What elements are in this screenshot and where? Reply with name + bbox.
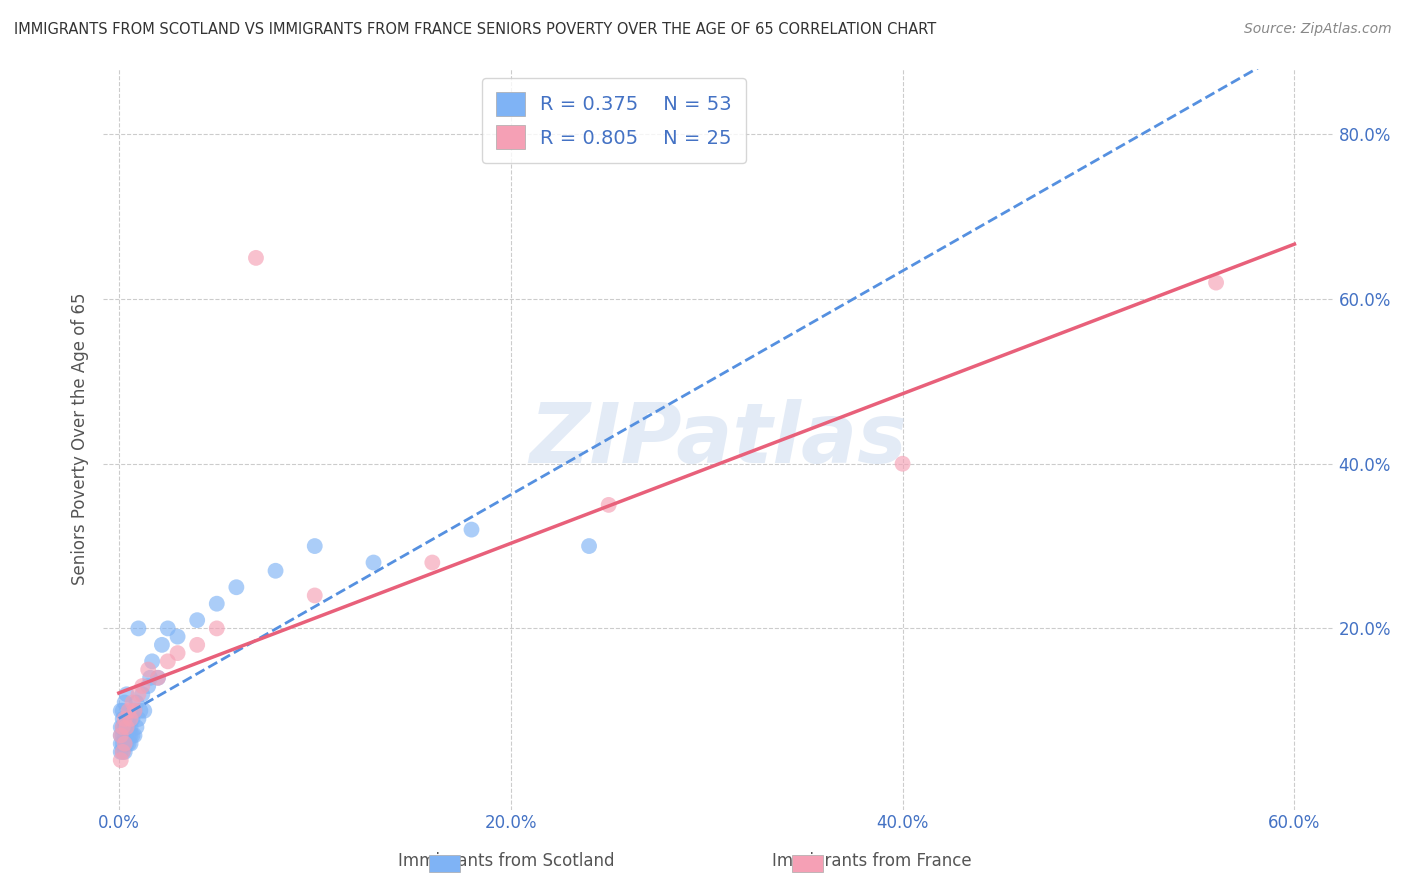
Point bbox=[146, 671, 169, 685]
Point bbox=[131, 679, 153, 693]
Point bbox=[124, 704, 146, 718]
Point bbox=[141, 654, 163, 668]
Point bbox=[117, 737, 139, 751]
Point bbox=[891, 457, 914, 471]
Point bbox=[114, 720, 136, 734]
Point bbox=[111, 712, 134, 726]
Point bbox=[114, 728, 136, 742]
Point bbox=[129, 704, 152, 718]
Point bbox=[111, 737, 134, 751]
Point bbox=[304, 589, 326, 603]
Point bbox=[115, 737, 138, 751]
Point bbox=[120, 737, 142, 751]
Point bbox=[117, 720, 139, 734]
Point bbox=[136, 679, 159, 693]
Point bbox=[139, 671, 162, 685]
Point bbox=[115, 720, 138, 734]
Point bbox=[245, 251, 267, 265]
Point bbox=[114, 737, 136, 751]
Point bbox=[121, 696, 143, 710]
Point bbox=[264, 564, 287, 578]
Point bbox=[125, 720, 148, 734]
Point bbox=[111, 728, 134, 742]
Point bbox=[131, 687, 153, 701]
Text: Source: ZipAtlas.com: Source: ZipAtlas.com bbox=[1244, 22, 1392, 37]
Point bbox=[110, 704, 132, 718]
Point bbox=[111, 720, 134, 734]
Point bbox=[114, 745, 136, 759]
Point bbox=[111, 704, 134, 718]
Point bbox=[115, 728, 138, 742]
Point bbox=[124, 704, 146, 718]
Text: Immigrants from Scotland: Immigrants from Scotland bbox=[398, 852, 614, 870]
Point bbox=[114, 737, 136, 751]
Point bbox=[1205, 276, 1227, 290]
Text: Immigrants from France: Immigrants from France bbox=[772, 852, 972, 870]
Point bbox=[127, 687, 149, 701]
Point bbox=[205, 621, 228, 635]
Point bbox=[117, 704, 139, 718]
Point bbox=[115, 687, 138, 701]
Point bbox=[120, 728, 142, 742]
Point bbox=[117, 712, 139, 726]
Point bbox=[150, 638, 173, 652]
Text: IMMIGRANTS FROM SCOTLAND VS IMMIGRANTS FROM FRANCE SENIORS POVERTY OVER THE AGE : IMMIGRANTS FROM SCOTLAND VS IMMIGRANTS F… bbox=[14, 22, 936, 37]
Point bbox=[110, 745, 132, 759]
Point bbox=[156, 621, 179, 635]
Point bbox=[134, 704, 156, 718]
Point bbox=[186, 613, 208, 627]
Point bbox=[127, 621, 149, 635]
Point bbox=[420, 556, 443, 570]
Y-axis label: Seniors Poverty Over the Age of 65: Seniors Poverty Over the Age of 65 bbox=[72, 293, 89, 585]
Point bbox=[125, 696, 148, 710]
Point bbox=[117, 728, 139, 742]
Point bbox=[166, 630, 188, 644]
Point bbox=[115, 720, 138, 734]
Point bbox=[304, 539, 326, 553]
Point bbox=[136, 663, 159, 677]
Point bbox=[598, 498, 620, 512]
Legend: R = 0.375    N = 53, R = 0.805    N = 25: R = 0.375 N = 53, R = 0.805 N = 25 bbox=[482, 78, 745, 162]
Point bbox=[111, 720, 134, 734]
Point bbox=[460, 523, 482, 537]
Point bbox=[120, 720, 142, 734]
Point bbox=[114, 712, 136, 726]
Point bbox=[121, 712, 143, 726]
Point bbox=[166, 646, 188, 660]
Point bbox=[120, 712, 142, 726]
Point bbox=[225, 580, 247, 594]
Point bbox=[110, 728, 132, 742]
Point bbox=[127, 712, 149, 726]
Point bbox=[111, 745, 134, 759]
Point bbox=[156, 654, 179, 668]
Point bbox=[578, 539, 600, 553]
Point bbox=[110, 720, 132, 734]
Point bbox=[124, 728, 146, 742]
Point bbox=[110, 753, 132, 767]
Point bbox=[110, 737, 132, 751]
Point bbox=[205, 597, 228, 611]
Point bbox=[110, 728, 132, 742]
Point bbox=[186, 638, 208, 652]
Point bbox=[114, 696, 136, 710]
Text: ZIPatlas: ZIPatlas bbox=[530, 399, 907, 480]
Point bbox=[121, 728, 143, 742]
Point bbox=[146, 671, 169, 685]
Point bbox=[111, 745, 134, 759]
Point bbox=[363, 556, 385, 570]
